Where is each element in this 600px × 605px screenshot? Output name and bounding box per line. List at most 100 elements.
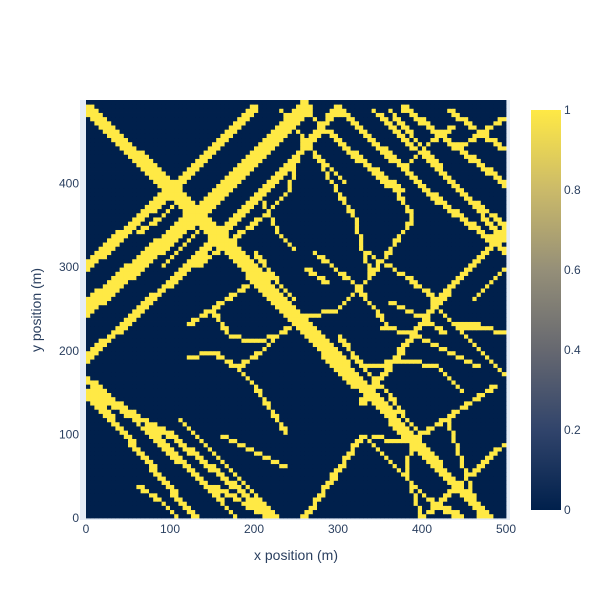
heatmap-cell (443, 505, 448, 511)
heatmap-cell (98, 392, 104, 398)
heatmap-cell (333, 509, 339, 515)
heatmap-cell (480, 505, 486, 511)
heatmap-cell (422, 505, 427, 511)
heatmap-cell (233, 371, 238, 377)
heatmap-cell (459, 400, 465, 406)
heatmap-cells (86, 100, 507, 519)
heatmap-cell (241, 438, 246, 444)
heatmap-cell (476, 488, 482, 494)
heatmap-cell (350, 354, 356, 360)
heatmap-cell (254, 325, 259, 331)
heatmap-cell (132, 480, 137, 485)
heatmap-cell (136, 426, 141, 431)
heatmap-cell (119, 392, 125, 398)
heatmap-cell (199, 367, 204, 373)
heatmap-cell (199, 476, 204, 481)
heatmap-cell (132, 313, 137, 318)
heatmap-cell (300, 488, 305, 494)
heatmap-cell (94, 505, 99, 511)
heatmap-cell (203, 467, 209, 473)
heatmap-cell (161, 455, 167, 460)
heatmap-cell (375, 380, 381, 385)
heatmap-cell (140, 434, 146, 439)
heatmap-cell (422, 317, 427, 322)
heatmap-cell (359, 371, 364, 377)
heatmap-cell (392, 388, 398, 393)
heatmap-cell (501, 380, 507, 385)
heatmap-cell (464, 325, 469, 331)
heatmap-cell (489, 325, 494, 331)
heatmap-cell (157, 325, 162, 331)
heatmap-cell (346, 446, 351, 452)
heatmap-cell (430, 472, 435, 477)
heatmap-cell (413, 371, 419, 377)
heatmap-cell (342, 426, 347, 431)
heatmap-cell (497, 505, 503, 511)
heatmap-cell (430, 380, 435, 385)
heatmap-cell (157, 317, 162, 322)
heatmap-cell (401, 417, 406, 423)
heatmap-cell (161, 313, 167, 318)
heatmap-cell (459, 480, 465, 485)
heatmap-cell (241, 392, 246, 398)
heatmap-cell (459, 426, 465, 431)
heatmap-cell (321, 501, 326, 506)
heatmap-cell (447, 488, 452, 494)
heatmap-cell (300, 350, 305, 356)
heatmap-cell (220, 472, 225, 477)
heatmap-cell (245, 459, 251, 465)
heatmap-cell (233, 476, 238, 481)
heatmap-cell (354, 342, 360, 348)
heatmap-cell (128, 325, 133, 331)
heatmap-cell (312, 338, 318, 343)
heatmap-cell (497, 388, 503, 393)
heatmap-cell (333, 459, 339, 465)
heatmap-cell (380, 392, 385, 398)
heatmap-cell (275, 501, 280, 506)
heatmap-cell (384, 446, 389, 452)
heatmap-cell (136, 434, 141, 439)
heatmap-cell (212, 380, 217, 385)
heatmap-cell (102, 451, 108, 456)
heatmap-cell (497, 455, 503, 460)
heatmap-cell (249, 334, 255, 339)
heatmap-cell (426, 388, 431, 393)
heatmap-cell (191, 309, 196, 314)
heatmap-cell (203, 321, 209, 327)
heatmap-cell (333, 359, 339, 364)
heatmap-cell (405, 480, 410, 485)
heatmap-cell (304, 388, 309, 393)
heatmap-cell (485, 484, 490, 490)
heatmap-cell (153, 338, 158, 343)
heatmap-cell (354, 388, 360, 393)
heatmap-cell (363, 375, 368, 381)
heatmap-cell (384, 488, 389, 494)
heatmap-cell (325, 359, 330, 364)
heatmap-cell (86, 459, 91, 465)
heatmap-cell (304, 451, 309, 456)
heatmap-cell (178, 342, 183, 348)
heatmap-cell (98, 405, 104, 410)
heatmap-cell (270, 488, 276, 494)
heatmap-cell (249, 509, 255, 515)
heatmap-cell (417, 413, 423, 419)
heatmap-cell (325, 438, 330, 444)
heatmap-cell (228, 413, 234, 419)
heatmap-cell (149, 488, 154, 494)
heatmap-cell (144, 467, 150, 473)
heatmap-cell (115, 375, 120, 381)
heatmap-cell (144, 488, 150, 494)
heatmap-cell (451, 455, 456, 460)
heatmap-cell (342, 417, 347, 423)
heatmap-cell (94, 354, 99, 360)
heatmap-cell (254, 492, 259, 498)
heatmap-cell (207, 442, 213, 448)
heatmap-cell (430, 509, 435, 515)
heatmap-cell (455, 476, 461, 481)
heatmap-cell (346, 359, 351, 364)
heatmap-cell (275, 367, 280, 373)
heatmap-cell (392, 497, 398, 502)
heatmap-cell (123, 325, 129, 331)
heatmap-cell (321, 329, 326, 335)
heatmap-cell (262, 329, 267, 335)
